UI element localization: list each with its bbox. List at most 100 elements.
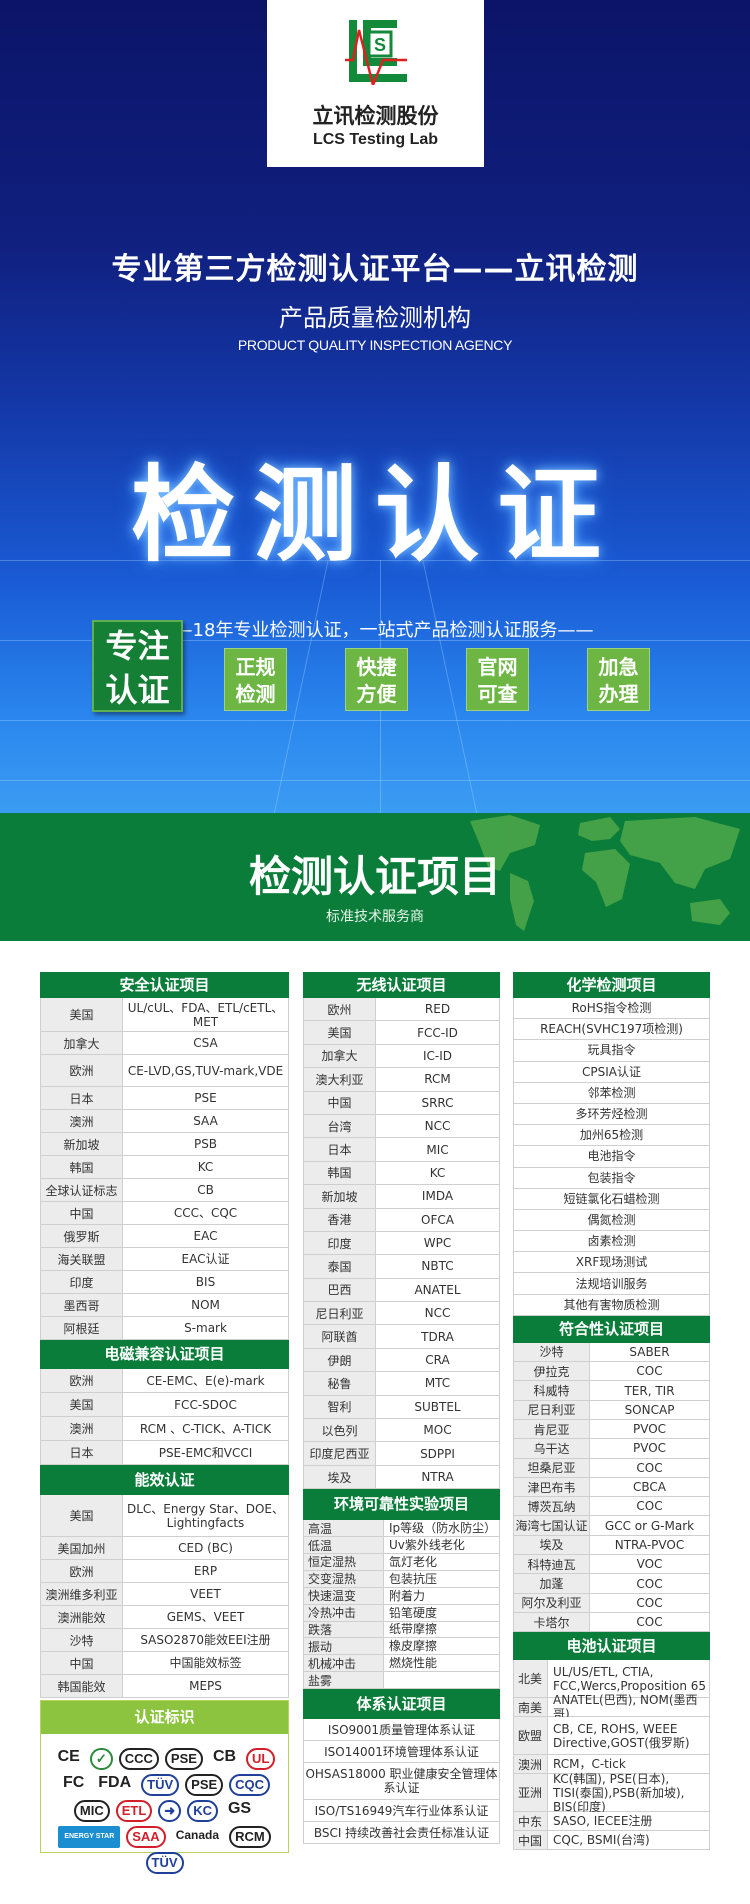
value-cell: CE-LVD,GS,TUV-mark,VDE: [123, 1055, 288, 1086]
certification-marks-panel: 认证标识 CE ✓ CCC PSE CB UL FC FDA TÜV PSE CQC MIC ETL ➜ K…: [40, 1700, 289, 1874]
table-row: 低温 Uv紫外线老化: [303, 1537, 500, 1554]
region-cell: 秘鲁: [304, 1372, 376, 1395]
lcs-logo-icon: S: [345, 20, 407, 85]
cert-mark-logo: UL: [246, 1748, 276, 1770]
company-logo[interactable]: S 立讯检测股份 LCS Testing Lab: [267, 0, 484, 167]
value-cell: Ip等级（防水防尘）: [384, 1520, 499, 1537]
table-row: 玩具指令: [513, 1040, 710, 1062]
region-cell: 澳洲: [514, 1755, 548, 1774]
item-cell: BSCI 持续改善社会责任标准认证: [304, 1822, 499, 1844]
table-row: 法规培训服务: [513, 1273, 710, 1295]
table-row: 科特迪瓦 VOC: [513, 1555, 710, 1575]
cert-mark-logo: SAA: [126, 1826, 166, 1848]
value-cell: CB, CE, ROHS, WEEE Directive,GOST(俄罗斯): [548, 1717, 709, 1755]
table-row: OHSAS18000 职业健康安全管理体系认证: [303, 1763, 500, 1801]
value-cell: KC: [123, 1156, 288, 1178]
cert-mark-logo: GS: [227, 1800, 252, 1817]
region-cell: 加拿大: [304, 1044, 376, 1068]
item-cell: 加州65检测: [514, 1125, 709, 1146]
value-cell: SASO2870能效EEI注册: [123, 1629, 288, 1651]
region-cell: 尼日利亚: [514, 1400, 590, 1419]
value-cell: GEMS、VEET: [123, 1606, 288, 1628]
value-cell: COC: [590, 1593, 709, 1612]
value-cell: CE-EMC、E(e)-mark: [123, 1369, 288, 1392]
value-cell: NOM: [123, 1294, 288, 1316]
region-cell: 澳洲维多利亚: [41, 1583, 123, 1605]
region-cell: 欧州: [304, 998, 376, 1021]
section-header: 能效认证: [40, 1465, 289, 1495]
item-cell: ISO14001环境管理体系认证: [304, 1741, 499, 1763]
table-row: 印度尼西亚 SDPPI: [303, 1442, 500, 1466]
region-cell: 印度: [304, 1231, 376, 1255]
table-row: 阿联酋 TDRA: [303, 1325, 500, 1349]
region-cell: 亚洲: [514, 1774, 548, 1812]
region-cell: 新加坡: [304, 1185, 376, 1208]
subtitle: 产品质量检测机构: [279, 304, 471, 332]
region-cell: 振动: [304, 1638, 384, 1655]
table-row: 沙特 SASO2870能效EEI注册: [40, 1629, 289, 1652]
table-row: 欧洲 ERP: [40, 1560, 289, 1583]
value-cell: BIS: [123, 1271, 288, 1293]
table-row: 埃及 NTRA: [303, 1465, 500, 1490]
slogan: ——18年专业检测认证，一站式产品检测认证服务——: [156, 620, 594, 641]
table-row: 南美 ANATEL(巴西), NOM(墨西哥): [513, 1693, 710, 1721]
value-cell: RCM 、C-TICK、A-TICK: [123, 1417, 288, 1440]
region-cell: 台湾: [304, 1114, 376, 1138]
region-cell: 泰国: [304, 1255, 376, 1278]
table-row: 加拿大 IC-ID: [303, 1044, 500, 1069]
table-row: 澳大利亚 RCM: [303, 1068, 500, 1092]
item-cell: REACH(SVHC197项检测): [514, 1019, 709, 1040]
region-cell: 盐雾: [304, 1672, 384, 1689]
region-cell: 加蓬: [514, 1574, 590, 1593]
region-cell: 阿联酋: [304, 1325, 376, 1348]
region-cell: 澳洲: [41, 1110, 123, 1132]
table-row: 交变湿热 包装抗压: [303, 1570, 500, 1588]
cert-mark-logo: ➜: [158, 1800, 182, 1822]
region-cell: 印度: [41, 1271, 123, 1293]
table-row: 海关联盟 EAC认证: [40, 1248, 289, 1271]
value-cell: WPC: [376, 1231, 499, 1255]
table-row: 美国 DLC、Energy Star、DOE、Lightingfacts: [40, 1495, 289, 1537]
cert-mark-logo: FC: [62, 1774, 85, 1791]
value-cell: OFCA: [376, 1208, 499, 1231]
region-cell: 美国: [41, 1393, 123, 1416]
region-cell: 埃及: [304, 1465, 376, 1489]
cert-mark-logo: ENERGY STAR: [58, 1826, 121, 1848]
region-cell: 博茨瓦纳: [514, 1497, 590, 1516]
value-cell: PSB: [123, 1133, 288, 1155]
subtitle-en: PRODUCT QUALITY INSPECTION AGENCY: [237, 337, 513, 353]
value-cell: FCC-SDOC: [123, 1393, 288, 1416]
value-cell: SRRC: [376, 1091, 499, 1114]
table-row: 欧洲 CE-LVD,GS,TUV-mark,VDE: [40, 1055, 289, 1087]
value-cell: EAC: [123, 1225, 288, 1247]
table-row: 其他有害物质检测: [513, 1294, 710, 1316]
region-cell: 美国: [304, 1021, 376, 1044]
value-cell: NTRA-PVOC: [590, 1535, 709, 1555]
svg-text:S: S: [374, 35, 386, 55]
region-cell: 日本: [304, 1138, 376, 1161]
cert-mark-logo: CQC: [229, 1774, 271, 1796]
table-row: 振动 橡皮摩擦: [303, 1638, 500, 1656]
table-row: 欧洲 CE-EMC、E(e)-mark: [40, 1369, 289, 1393]
region-cell: 韩国: [304, 1161, 376, 1185]
region-cell: 南美: [514, 1698, 548, 1717]
region-cell: 澳大利亚: [304, 1068, 376, 1091]
table-row: 俄罗斯 EAC: [40, 1225, 289, 1248]
region-cell: 以色列: [304, 1419, 376, 1442]
table-row: 海湾七国认证 GCC or G-Mark: [513, 1516, 710, 1536]
banner-title: 检测认证项目: [248, 852, 501, 901]
value-cell: RED: [376, 998, 499, 1021]
value-cell: COC: [590, 1458, 709, 1477]
table-row: 尼日利亚 SONCAP: [513, 1400, 710, 1420]
section-header: 安全认证项目: [40, 972, 289, 998]
table-row: 亚洲 KC(韩国), PSE(日本), TISI(泰国),PSB(新加坡), BI…: [513, 1772, 710, 1814]
table-row: 盐雾: [303, 1672, 500, 1690]
table-row: 科威特 TER, TIR: [513, 1381, 710, 1401]
region-cell: 尼日利亚: [304, 1302, 376, 1325]
region-cell: 欧洲: [41, 1560, 123, 1582]
value-cell: SONCAP: [590, 1400, 709, 1419]
section-header: 符合性认证项目: [513, 1315, 710, 1343]
value-cell: FCC-ID: [376, 1021, 499, 1044]
table-row: 快速温变 附着力: [303, 1587, 500, 1605]
value-cell: SABER: [590, 1342, 709, 1362]
